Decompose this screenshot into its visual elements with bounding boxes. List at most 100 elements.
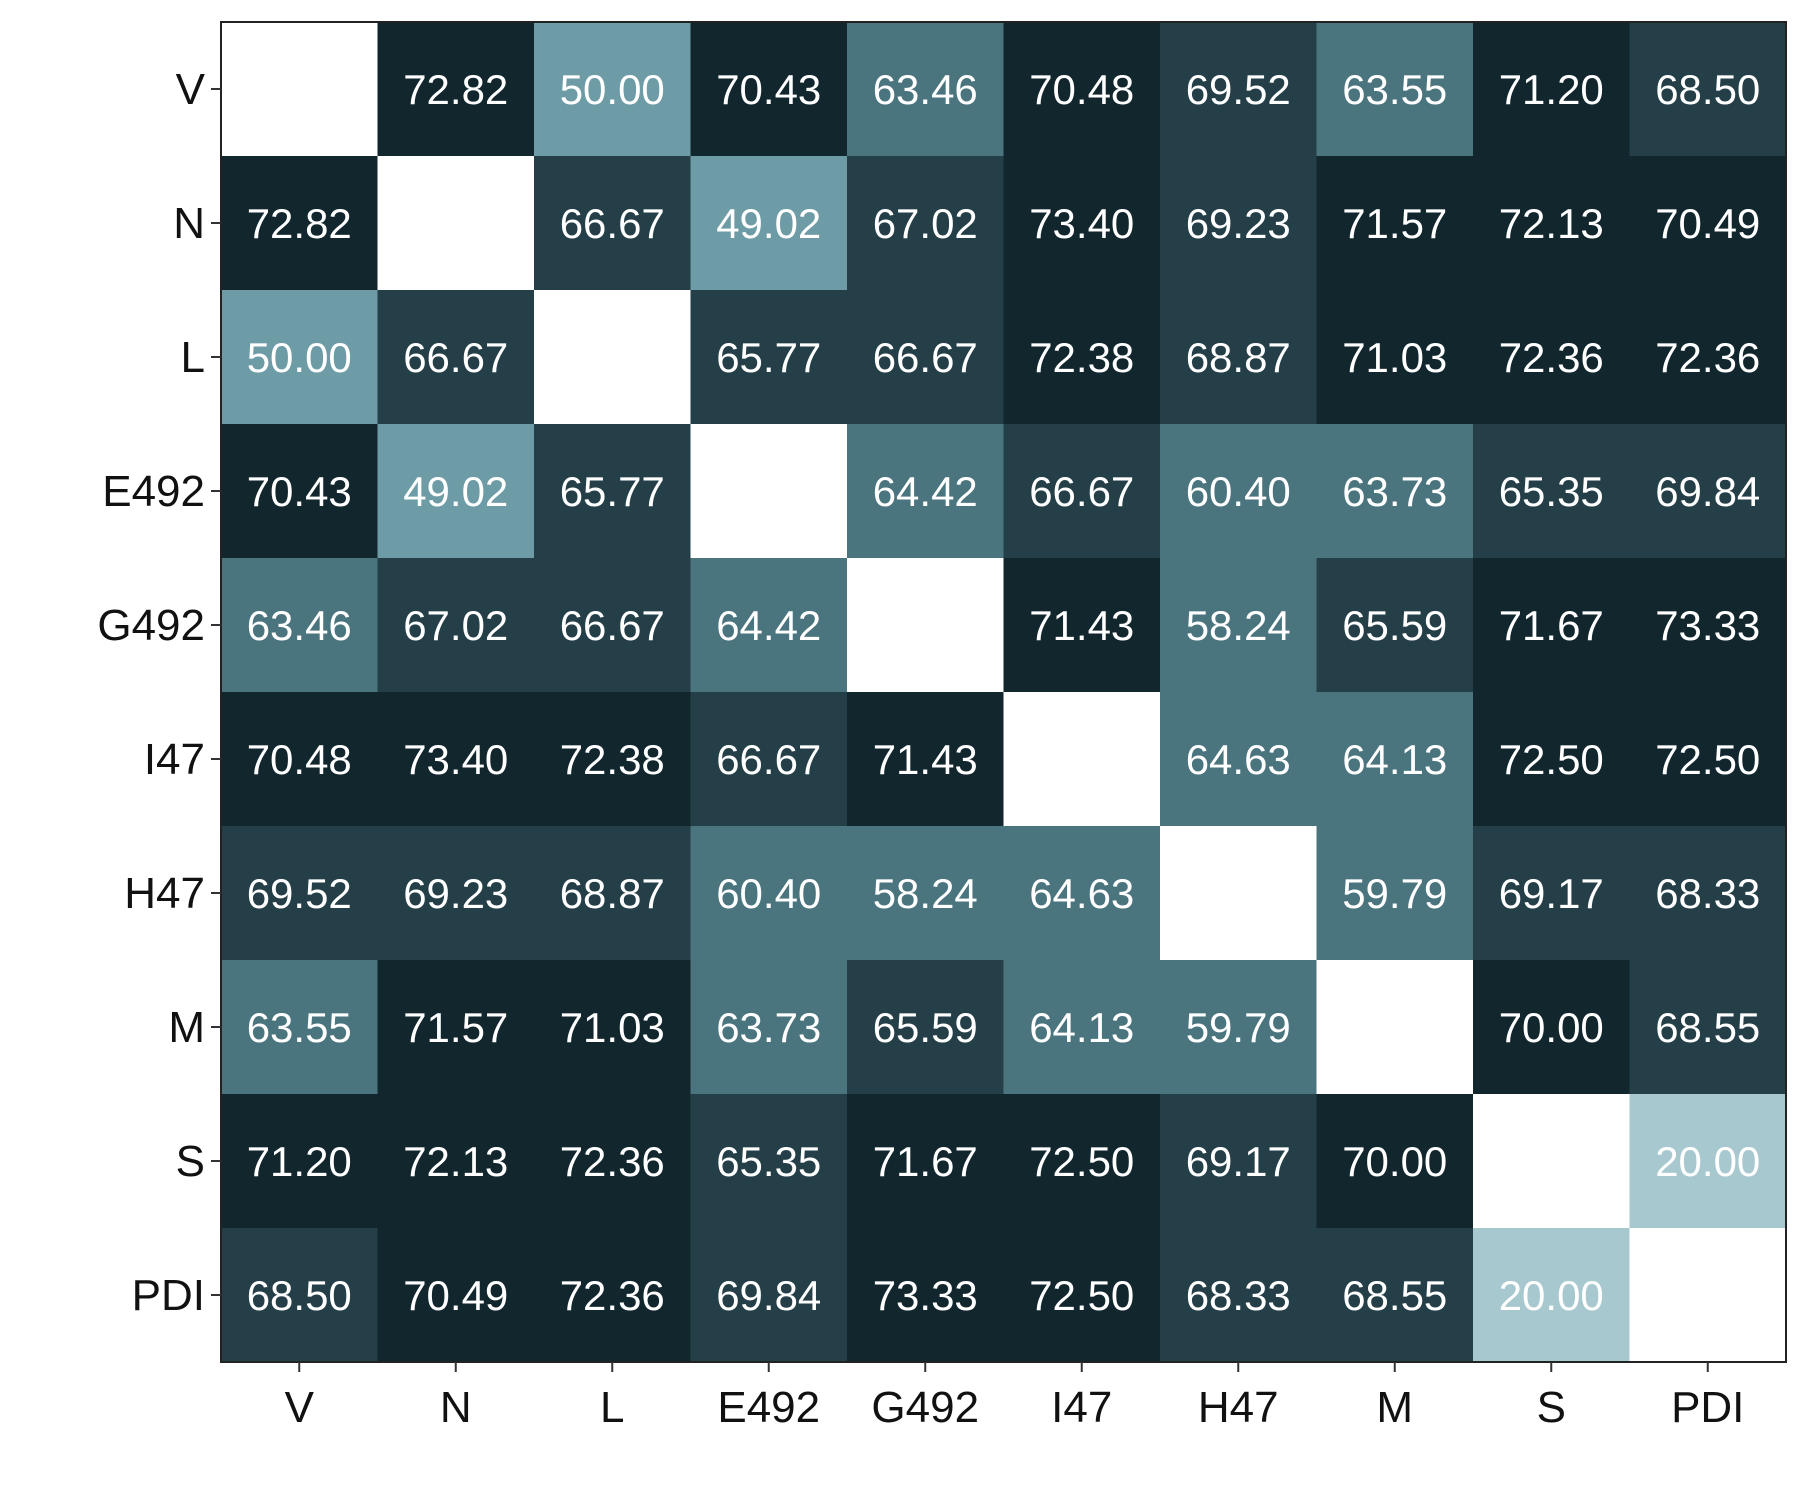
heatmap-cell: [1473, 1228, 1631, 1363]
heatmap-cell: [221, 22, 379, 157]
cell-value-label: 49.02: [403, 468, 508, 515]
cell-value-label: 69.17: [1499, 870, 1604, 917]
x-tick-label: L: [600, 1383, 624, 1432]
heatmap-cell: [1629, 22, 1787, 157]
heatmap-cell: [847, 22, 1005, 157]
heatmap-cell: [1316, 692, 1474, 827]
cell-value-label: 72.36: [1655, 334, 1760, 381]
cell-value-label: 72.38: [1029, 334, 1134, 381]
cell-value-label: 64.63: [1029, 870, 1134, 917]
cell-value-label: 73.40: [403, 736, 508, 783]
heatmap-cell: [534, 826, 692, 961]
y-tick-label: S: [176, 1137, 205, 1186]
heatmap-cell: [1160, 1228, 1318, 1363]
heatmap-cell: [1003, 558, 1161, 693]
cell-value-label: 70.49: [1655, 200, 1760, 247]
cell-value-label: 72.50: [1655, 736, 1760, 783]
heatmap-cell: [377, 558, 535, 693]
heatmap-cell: [690, 558, 848, 693]
heatmap-cell: [1316, 960, 1474, 1095]
cell-value-label: 73.40: [1029, 200, 1134, 247]
cell-value-label: 58.24: [873, 870, 978, 917]
y-tick-label: L: [181, 333, 205, 382]
cell-value-label: 69.52: [1186, 66, 1291, 113]
heatmap-cells: [221, 22, 1787, 1363]
heatmap-cell: [1473, 156, 1631, 291]
y-tick-label: I47: [144, 735, 205, 784]
heatmap-cell: [1629, 156, 1787, 291]
cell-value-label: 20.00: [1499, 1272, 1604, 1319]
y-tick-label: PDI: [132, 1271, 205, 1320]
cell-value-label: 67.02: [403, 602, 508, 649]
cell-value-label: 72.82: [403, 66, 508, 113]
cell-value-label: 63.73: [1342, 468, 1447, 515]
heatmap-cell: [1316, 156, 1474, 291]
cell-value-label: 59.79: [1342, 870, 1447, 917]
heatmap-cell: [1473, 1094, 1631, 1229]
heatmap-cell: [690, 960, 848, 1095]
plot-border: [220, 21, 1787, 1363]
heatmap-cell: [1629, 558, 1787, 693]
cell-value-label: 66.67: [403, 334, 508, 381]
cell-value-label: 69.84: [1655, 468, 1760, 515]
cell-value-label: 63.46: [247, 602, 352, 649]
heatmap-cell: [377, 1094, 535, 1229]
heatmap-cell: [1003, 22, 1161, 157]
heatmap-cell: [221, 1228, 379, 1363]
heatmap-cell: [847, 1228, 1005, 1363]
cell-value-label: 70.00: [1342, 1138, 1447, 1185]
cell-value-label: 68.33: [1186, 1272, 1291, 1319]
heatmap-cell: [534, 156, 692, 291]
heatmap-cell: [377, 424, 535, 559]
cell-value-label: 70.43: [716, 66, 821, 113]
cell-value-label: 66.67: [873, 334, 978, 381]
cell-value-label: 70.48: [1029, 66, 1134, 113]
cell-value-label: 68.87: [560, 870, 665, 917]
heatmap-cell: [1629, 1228, 1787, 1363]
cell-value-label: 72.50: [1499, 736, 1604, 783]
cell-value-label: 69.23: [403, 870, 508, 917]
heatmap-cell: [1473, 960, 1631, 1095]
heatmap-cell: [1629, 290, 1787, 425]
cell-value-label: 71.03: [1342, 334, 1447, 381]
heatmap-cell: [534, 692, 692, 827]
cell-value-label: 68.50: [247, 1272, 352, 1319]
cell-value-label: 71.57: [1342, 200, 1447, 247]
heatmap-cell: [1473, 424, 1631, 559]
cell-value-label: 73.33: [873, 1272, 978, 1319]
x-tick-label: PDI: [1671, 1383, 1744, 1432]
cell-value-label: 71.43: [1029, 602, 1134, 649]
cell-value-label: 65.59: [873, 1004, 978, 1051]
cell-value-label: 64.42: [716, 602, 821, 649]
heatmap-cell-labels: 72.82 50.00 70.43 63.46 70.48 69.52 63.55 71.20…: [247, 66, 1761, 1319]
x-tick-label: G492: [871, 1383, 979, 1432]
heatmap-cell: [1160, 826, 1318, 961]
cell-value-label: 65.59: [1342, 602, 1447, 649]
heatmap-cell: [377, 960, 535, 1095]
heatmap-cell: [1003, 290, 1161, 425]
heatmap-cell: [221, 558, 379, 693]
cell-value-label: 72.36: [1499, 334, 1604, 381]
heatmap-cell: [1003, 156, 1161, 291]
cell-value-label: 72.13: [403, 1138, 508, 1185]
heatmap-cell: [1003, 1228, 1161, 1363]
heatmap-cell: [847, 960, 1005, 1095]
x-tick-label: N: [440, 1383, 472, 1432]
heatmap-cell: [847, 826, 1005, 961]
cell-value-label: 71.57: [403, 1004, 508, 1051]
heatmap-cell: [1316, 290, 1474, 425]
heatmap-cell: [534, 960, 692, 1095]
cell-value-label: 73.33: [1655, 602, 1760, 649]
heatmap-cell: [534, 1094, 692, 1229]
heatmap-cell: [690, 156, 848, 291]
cell-value-label: 63.46: [873, 66, 978, 113]
cell-value-label: 65.35: [1499, 468, 1604, 515]
x-tick-label: V: [285, 1383, 315, 1432]
cell-value-label: 49.02: [716, 200, 821, 247]
heatmap-cell: [1003, 960, 1161, 1095]
heatmap-cell: [1003, 1094, 1161, 1229]
y-tick-label: G492: [97, 601, 205, 650]
heatmap-cell: [1473, 826, 1631, 961]
heatmap-cell: [221, 826, 379, 961]
